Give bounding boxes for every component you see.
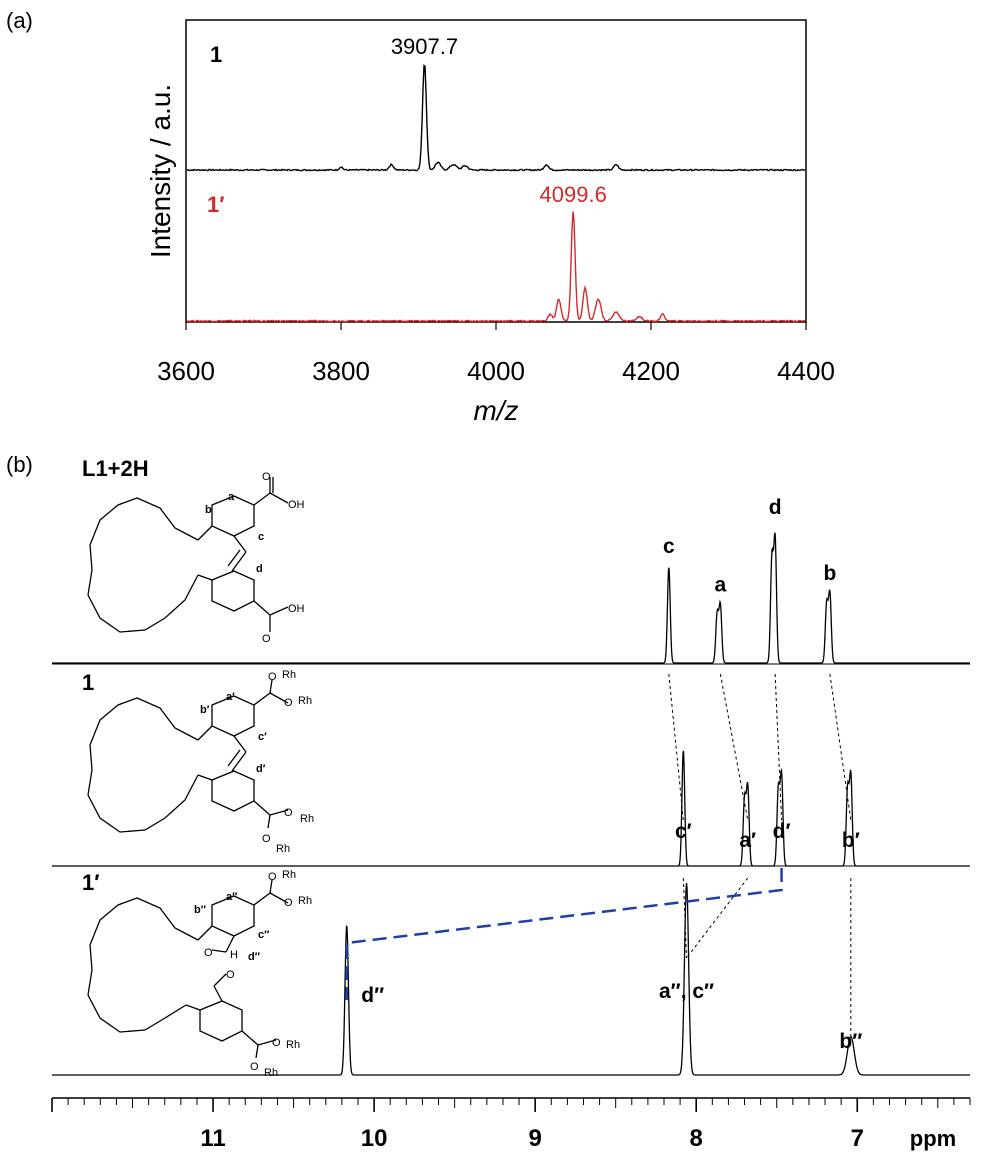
nmr-series-group — [52, 532, 970, 1076]
nmr-x-tick-label: 11 — [200, 1125, 225, 1152]
nmr-peak-label: b — [823, 562, 836, 585]
nmr-x-ticks: 11 10 9 8 7 — [51, 1098, 971, 1152]
ms-series-2-name: 1′ — [207, 192, 225, 217]
complex2-aldehyde-h-1: H — [230, 949, 238, 961]
complex1-label-b: b′ — [200, 704, 210, 716]
complex-2-structure: O Rh O Rh O Rh O Rh O H O a″ b″ c″ d″ — [87, 869, 312, 1079]
ms-plot-frame — [185, 19, 807, 323]
complex2-aldehyde-o-1: O — [204, 947, 213, 959]
complex2-rh-2: Rh — [298, 895, 312, 907]
complex2-rh-3: Rh — [286, 1039, 300, 1051]
ligand-oh-2: OH — [288, 603, 305, 615]
ms-x-tick-label: 4200 — [622, 356, 680, 386]
nmr-peak-label: b″ — [839, 1030, 862, 1053]
nmr-series-1-name: L1+2H — [82, 456, 149, 481]
ligand-label-a: a — [228, 491, 235, 503]
ms-x-ticks: 3600 3800 4000 4200 4400 — [157, 322, 835, 386]
ms-series-line-2 — [186, 211, 806, 323]
nmr-correlation-line — [829, 673, 852, 821]
complex1-o-2: O — [284, 697, 293, 709]
complex2-label-a: a″ — [226, 891, 238, 903]
complex2-o-2: O — [284, 897, 293, 909]
nmr-series-2-name: 1 — [82, 670, 94, 695]
nmr-peak-label: b′ — [842, 829, 860, 852]
ligand-label-d: d — [256, 563, 263, 575]
ms-x-tick-label: 3600 — [157, 356, 215, 386]
complex1-o-3: O — [284, 807, 293, 819]
ms-series-line-1 — [186, 64, 806, 172]
nmr-peak-label: c′ — [675, 820, 692, 843]
complex1-label-c: c′ — [258, 731, 267, 743]
nmr-x-axis-label: ppm — [910, 1126, 956, 1151]
panel-b-label: (b) — [6, 452, 33, 477]
ms-x-tick-label: 4400 — [777, 356, 835, 386]
nmr-peak-label: d′ — [773, 820, 791, 843]
nmr-correlation-lines — [345, 673, 852, 1036]
ms-peak-label-1: 3907.7 — [391, 34, 458, 59]
nmr-peak-label: a′ — [739, 829, 756, 852]
nmr-series-line-1 — [52, 532, 970, 664]
nmr-series-3-name: 1′ — [82, 870, 100, 895]
ms-series-1-name: 1 — [210, 42, 222, 67]
complex2-o-3: O — [272, 1037, 281, 1049]
nmr-peak-label: d″ — [361, 984, 384, 1007]
nmr-peak-label: a — [715, 573, 727, 596]
complex2-rh-4: Rh — [264, 1067, 278, 1079]
ligand-structure: O OH O OH a b c d — [87, 471, 305, 645]
nmr-series-line-3 — [52, 883, 970, 1076]
nmr-peak-label: d — [769, 496, 782, 519]
nmr-correlation-line — [668, 673, 684, 821]
ms-series-group — [186, 64, 806, 323]
nmr-x-tick-label: 10 — [361, 1125, 388, 1152]
nmr-x-tick-label: 8 — [690, 1125, 703, 1152]
nmr-series-line-2 — [52, 750, 970, 867]
ms-x-tick-label: 4000 — [467, 356, 525, 386]
nmr-peak-label: a″, c″ — [659, 980, 714, 1003]
nmr-correlation-line — [682, 877, 688, 959]
ligand-label-c: c — [258, 531, 264, 543]
ligand-label-b: b — [205, 504, 212, 516]
nmr-correlation-line — [686, 877, 749, 959]
complex-1-structure: O Rh O Rh O Rh O Rh a′ b′ c′ d′ — [87, 669, 314, 855]
complex1-rh-2: Rh — [298, 695, 312, 707]
panel-a-label: (a) — [6, 8, 33, 33]
nmr-x-tick-label: 7 — [851, 1125, 864, 1152]
complex2-label-c: c″ — [258, 929, 270, 941]
ligand-oh-1: OH — [288, 499, 305, 511]
complex2-o-4: O — [250, 1061, 259, 1073]
ms-peak-label-2: 4099.6 — [540, 182, 607, 207]
complex2-rh-1: Rh — [282, 869, 296, 881]
nmr-peak-labels: c a d b c′ a′ d′ b′ d″ a″, c″ b″ — [361, 496, 862, 1053]
ligand-o-2: O — [262, 633, 271, 645]
ligand-o-1: O — [262, 471, 271, 483]
nmr-correlation-line — [719, 673, 749, 821]
complex1-rh-3: Rh — [300, 813, 314, 825]
complex1-o-1: O — [268, 671, 277, 683]
ms-x-tick-label: 3800 — [312, 356, 370, 386]
complex1-label-d: d′ — [256, 763, 266, 775]
complex1-rh-1: Rh — [282, 669, 296, 681]
complex1-label-a: a′ — [226, 691, 235, 703]
nmr-aldehyde-correlation — [345, 868, 783, 1000]
complex2-label-d: d″ — [248, 951, 261, 963]
nmr-peak-label: c — [663, 535, 675, 558]
complex1-o-4: O — [262, 833, 271, 845]
complex2-aldehyde-o-2: O — [226, 969, 235, 981]
ms-x-axis-label: m/z — [473, 395, 518, 426]
nmr-correlation-line — [774, 673, 783, 821]
complex1-rh-4: Rh — [276, 843, 290, 855]
ms-y-axis-label: Intensity / a.u. — [145, 84, 176, 258]
complex2-label-b: b″ — [194, 904, 207, 916]
complex2-o-1: O — [268, 871, 277, 883]
nmr-x-tick-label: 9 — [528, 1125, 541, 1152]
